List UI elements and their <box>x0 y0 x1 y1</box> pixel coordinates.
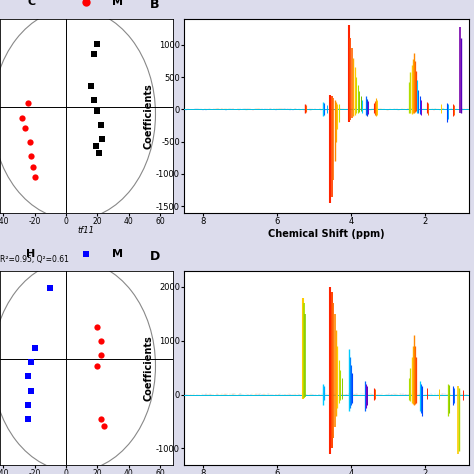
X-axis label: tf11: tf11 <box>78 226 95 235</box>
X-axis label: Chemical Shift (ppm): Chemical Shift (ppm) <box>268 228 385 238</box>
Text: R²=0.95, Q²=0.61: R²=0.95, Q²=0.61 <box>0 255 69 264</box>
Text: M: M <box>112 0 123 7</box>
Text: B: B <box>150 0 159 11</box>
Text: M: M <box>112 249 123 259</box>
Y-axis label: Coefficients: Coefficients <box>143 83 153 149</box>
Text: D: D <box>150 250 160 263</box>
Y-axis label: Coefficients: Coefficients <box>143 335 153 401</box>
Text: H: H <box>27 249 36 259</box>
Text: C: C <box>27 0 35 7</box>
